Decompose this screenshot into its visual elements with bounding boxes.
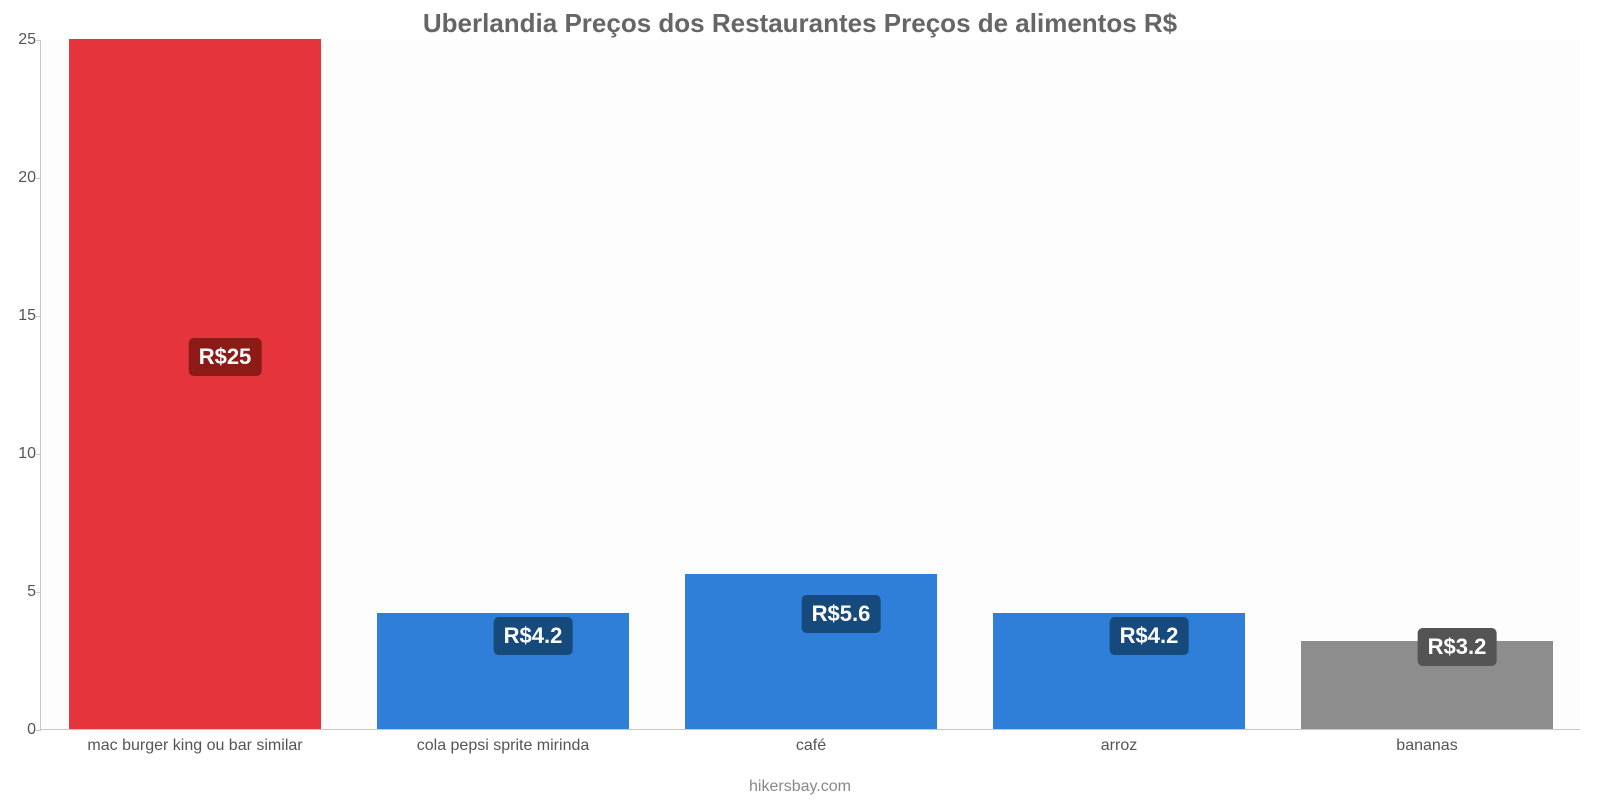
bar-value-label: R$25	[189, 338, 262, 376]
chart-title: Uberlandia Preços dos Restaurantes Preço…	[0, 0, 1600, 39]
bar	[69, 39, 322, 729]
attribution-text: hikersbay.com	[0, 778, 1600, 796]
bar-value-label: R$3.2	[1418, 628, 1497, 666]
y-tick-label: 20	[6, 169, 36, 187]
y-tick-mark	[36, 454, 41, 455]
x-category-label: café	[796, 737, 826, 755]
y-tick-mark	[36, 178, 41, 179]
bar-value-label: R$4.2	[494, 617, 573, 655]
x-category-label: cola pepsi sprite mirinda	[417, 737, 590, 755]
y-tick-mark	[36, 316, 41, 317]
y-tick-label: 25	[6, 31, 36, 49]
y-tick-mark	[36, 592, 41, 593]
y-tick-mark	[36, 40, 41, 41]
bar-value-label: R$5.6	[802, 595, 881, 633]
bar-value-label: R$4.2	[1110, 617, 1189, 655]
y-tick-label: 0	[6, 721, 36, 739]
x-category-label: bananas	[1396, 737, 1457, 755]
y-tick-label: 5	[6, 583, 36, 601]
plot-area: 0510152025R$25mac burger king ou bar sim…	[40, 40, 1580, 730]
x-category-label: arroz	[1101, 737, 1137, 755]
y-tick-mark	[36, 730, 41, 731]
y-tick-label: 15	[6, 307, 36, 325]
x-category-label: mac burger king ou bar similar	[87, 737, 302, 755]
price-bar-chart: Uberlandia Preços dos Restaurantes Preço…	[0, 0, 1600, 800]
y-tick-label: 10	[6, 445, 36, 463]
